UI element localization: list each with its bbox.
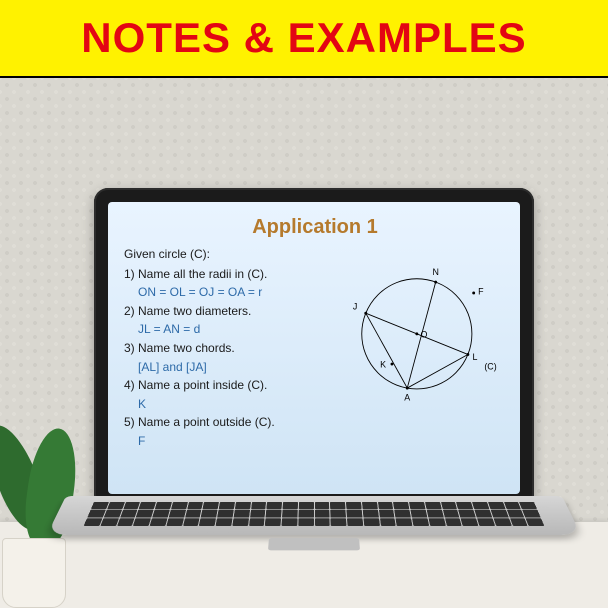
q3: 3) Name two chords.	[124, 339, 320, 358]
banner: NOTES & EXAMPLES	[0, 0, 608, 78]
svg-text:O: O	[421, 329, 428, 339]
scene: Application 1 Given circle (C): 1) Name …	[0, 78, 608, 608]
svg-text:J: J	[353, 302, 357, 312]
q1: 1) Name all the radii in (C).	[124, 265, 320, 284]
circle-diagram: N J L A O K F (C)	[328, 245, 506, 451]
q2: 2) Name two diameters.	[124, 302, 320, 321]
laptop-screen-frame: Application 1 Given circle (C): 1) Name …	[94, 188, 534, 508]
q4: 4) Name a point inside (C).	[124, 376, 320, 395]
slide: Application 1 Given circle (C): 1) Name …	[108, 202, 520, 494]
a1: ON = OL = OJ = OA = r	[138, 283, 320, 302]
page-root: NOTES & EXAMPLES Application 1 Given cir…	[0, 0, 608, 608]
slide-content: Given circle (C): 1) Name all the radii …	[124, 245, 506, 451]
slide-title: Application 1	[124, 216, 506, 239]
a2: JL = AN = d	[138, 320, 320, 339]
slide-text: Given circle (C): 1) Name all the radii …	[124, 245, 320, 451]
svg-text:(C): (C)	[485, 361, 497, 371]
a4: K	[138, 395, 320, 414]
banner-title: NOTES & EXAMPLES	[81, 14, 526, 62]
a3: [AL] and [JA]	[138, 358, 320, 377]
laptop-base	[60, 496, 568, 570]
svg-text:F: F	[478, 287, 484, 297]
svg-text:K: K	[380, 360, 386, 370]
svg-text:A: A	[405, 393, 411, 403]
laptop: Application 1 Given circle (C): 1) Name …	[60, 188, 568, 598]
svg-text:N: N	[433, 267, 439, 277]
given-text: Given circle (C):	[124, 245, 320, 264]
a5: F	[138, 432, 320, 451]
q5: 5) Name a point outside (C).	[124, 413, 320, 432]
svg-text:L: L	[473, 352, 478, 362]
diagram-svg: N J L A O K F (C)	[328, 245, 506, 423]
